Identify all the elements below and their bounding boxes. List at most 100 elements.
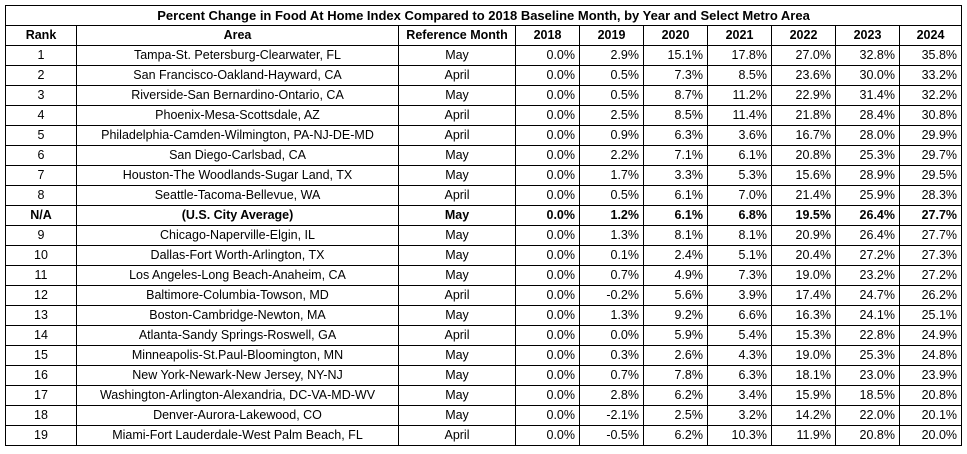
value-cell: 11.4% xyxy=(707,105,772,126)
value-cell: 7.8% xyxy=(643,365,708,386)
value-cell: 3.4% xyxy=(707,385,772,406)
value-cell: 0.0% xyxy=(515,265,580,286)
rank-cell: 4 xyxy=(5,105,77,126)
value-cell: 28.0% xyxy=(835,125,900,146)
table-row: 2 San Francisco-Oakland-Hayward, CA April 0… xyxy=(5,65,963,86)
column-header: 2018 xyxy=(515,25,580,46)
value-cell: 1.2% xyxy=(579,205,644,226)
value-cell: 27.3% xyxy=(898,245,963,266)
table-row: 13 Boston-Cambridge-Newton, MA May 0.0% 1.3%… xyxy=(5,305,963,326)
value-cell: 2.5% xyxy=(643,405,708,426)
value-cell: -2.1% xyxy=(579,405,644,426)
value-cell: 20.4% xyxy=(771,245,836,266)
value-cell: 25.9% xyxy=(835,185,900,206)
value-cell: 24.8% xyxy=(898,345,963,366)
value-cell: 2.8% xyxy=(579,385,644,406)
value-cell: 20.9% xyxy=(771,225,836,246)
value-cell: 2.2% xyxy=(579,145,644,166)
value-cell: 0.0% xyxy=(515,245,580,266)
rank-cell: 18 xyxy=(5,405,77,426)
reference-month-cell: May xyxy=(398,365,516,386)
rank-cell: 15 xyxy=(5,345,77,366)
rank-cell: 3 xyxy=(5,85,77,106)
reference-month-cell: May xyxy=(398,345,516,366)
value-cell: 32.8% xyxy=(835,45,900,66)
value-cell: 8.7% xyxy=(643,85,708,106)
value-cell: 6.1% xyxy=(643,185,708,206)
table-row: 12 Baltimore-Columbia-Towson, MD April 0.0%… xyxy=(5,285,963,306)
table-row: 10 Dallas-Fort Worth-Arlington, TX May 0.0%… xyxy=(5,245,963,266)
value-cell: 22.8% xyxy=(835,325,900,346)
value-cell: 2.4% xyxy=(643,245,708,266)
column-header: 2020 xyxy=(643,25,708,46)
value-cell: 27.7% xyxy=(898,225,963,246)
value-cell: 5.6% xyxy=(643,285,708,306)
value-cell: 14.2% xyxy=(771,405,836,426)
area-cell: (U.S. City Average) xyxy=(76,205,399,226)
table-row: 16 New York-Newark-New Jersey, NY-NJ May 0.… xyxy=(5,365,963,386)
rank-cell: 10 xyxy=(5,245,77,266)
reference-month-cell: April xyxy=(398,125,516,146)
value-cell: 0.0% xyxy=(579,325,644,346)
table-row: N/A (U.S. City Average) May 0.0% 1.2% 6.1% 6.8… xyxy=(5,205,963,226)
rank-cell: 9 xyxy=(5,225,77,246)
value-cell: 25.3% xyxy=(835,345,900,366)
value-cell: 0.0% xyxy=(515,325,580,346)
value-cell: 23.2% xyxy=(835,265,900,286)
value-cell: 3.2% xyxy=(707,405,772,426)
value-cell: 0.0% xyxy=(515,85,580,106)
value-cell: 0.5% xyxy=(579,185,644,206)
area-cell: Seattle-Tacoma-Bellevue, WA xyxy=(76,185,399,206)
value-cell: 0.0% xyxy=(515,365,580,386)
value-cell: 28.4% xyxy=(835,105,900,126)
rank-cell: 8 xyxy=(5,185,77,206)
value-cell: 0.0% xyxy=(515,385,580,406)
value-cell: 17.4% xyxy=(771,285,836,306)
area-cell: Atlanta-Sandy Springs-Roswell, GA xyxy=(76,325,399,346)
value-cell: 16.7% xyxy=(771,125,836,146)
table-row: 7 Houston-The Woodlands-Sugar Land, TX May… xyxy=(5,165,963,186)
value-cell: 0.0% xyxy=(515,345,580,366)
table-row: 11 Los Angeles-Long Beach-Anaheim, CA May 0… xyxy=(5,265,963,286)
value-cell: 0.5% xyxy=(579,85,644,106)
value-cell: 3.6% xyxy=(707,125,772,146)
value-cell: 32.2% xyxy=(898,85,963,106)
value-cell: 26.4% xyxy=(835,225,900,246)
value-cell: 6.6% xyxy=(707,305,772,326)
value-cell: 29.5% xyxy=(898,165,963,186)
area-cell: Washington-Arlington-Alexandria, DC-VA-M… xyxy=(76,385,399,406)
table-row: 4 Phoenix-Mesa-Scottsdale, AZ April 0.0% 2.5… xyxy=(5,105,963,126)
reference-month-cell: May xyxy=(398,165,516,186)
column-header: 2023 xyxy=(835,25,900,46)
value-cell: 6.3% xyxy=(643,125,708,146)
value-cell: 20.8% xyxy=(835,425,900,446)
table-row: 14 Atlanta-Sandy Springs-Roswell, GA April… xyxy=(5,325,963,346)
reference-month-cell: April xyxy=(398,105,516,126)
area-cell: Houston-The Woodlands-Sugar Land, TX xyxy=(76,165,399,186)
value-cell: 0.0% xyxy=(515,305,580,326)
rank-cell: 11 xyxy=(5,265,77,286)
value-cell: 30.8% xyxy=(898,105,963,126)
rank-cell: 2 xyxy=(5,65,77,86)
value-cell: 27.0% xyxy=(771,45,836,66)
title-row: Percent Change in Food At Home Index Com… xyxy=(4,5,963,26)
column-header: 2019 xyxy=(579,25,644,46)
value-cell: 4.3% xyxy=(707,345,772,366)
rank-cell: 5 xyxy=(5,125,77,146)
value-cell: 33.2% xyxy=(898,65,963,86)
value-cell: 0.0% xyxy=(515,425,580,446)
value-cell: 28.9% xyxy=(835,165,900,186)
rank-cell: 17 xyxy=(5,385,77,406)
reference-month-cell: May xyxy=(398,145,516,166)
value-cell: 25.1% xyxy=(898,305,963,326)
value-cell: 7.3% xyxy=(707,265,772,286)
value-cell: 23.6% xyxy=(771,65,836,86)
value-cell: 0.0% xyxy=(515,65,580,86)
value-cell: 28.3% xyxy=(898,185,963,206)
value-cell: 24.7% xyxy=(835,285,900,306)
table-container: Percent Change in Food At Home Index Com… xyxy=(4,5,963,446)
reference-month-cell: May xyxy=(398,85,516,106)
area-cell: Tampa-St. Petersburg-Clearwater, FL xyxy=(76,45,399,66)
area-cell: Boston-Cambridge-Newton, MA xyxy=(76,305,399,326)
value-cell: 15.3% xyxy=(771,325,836,346)
